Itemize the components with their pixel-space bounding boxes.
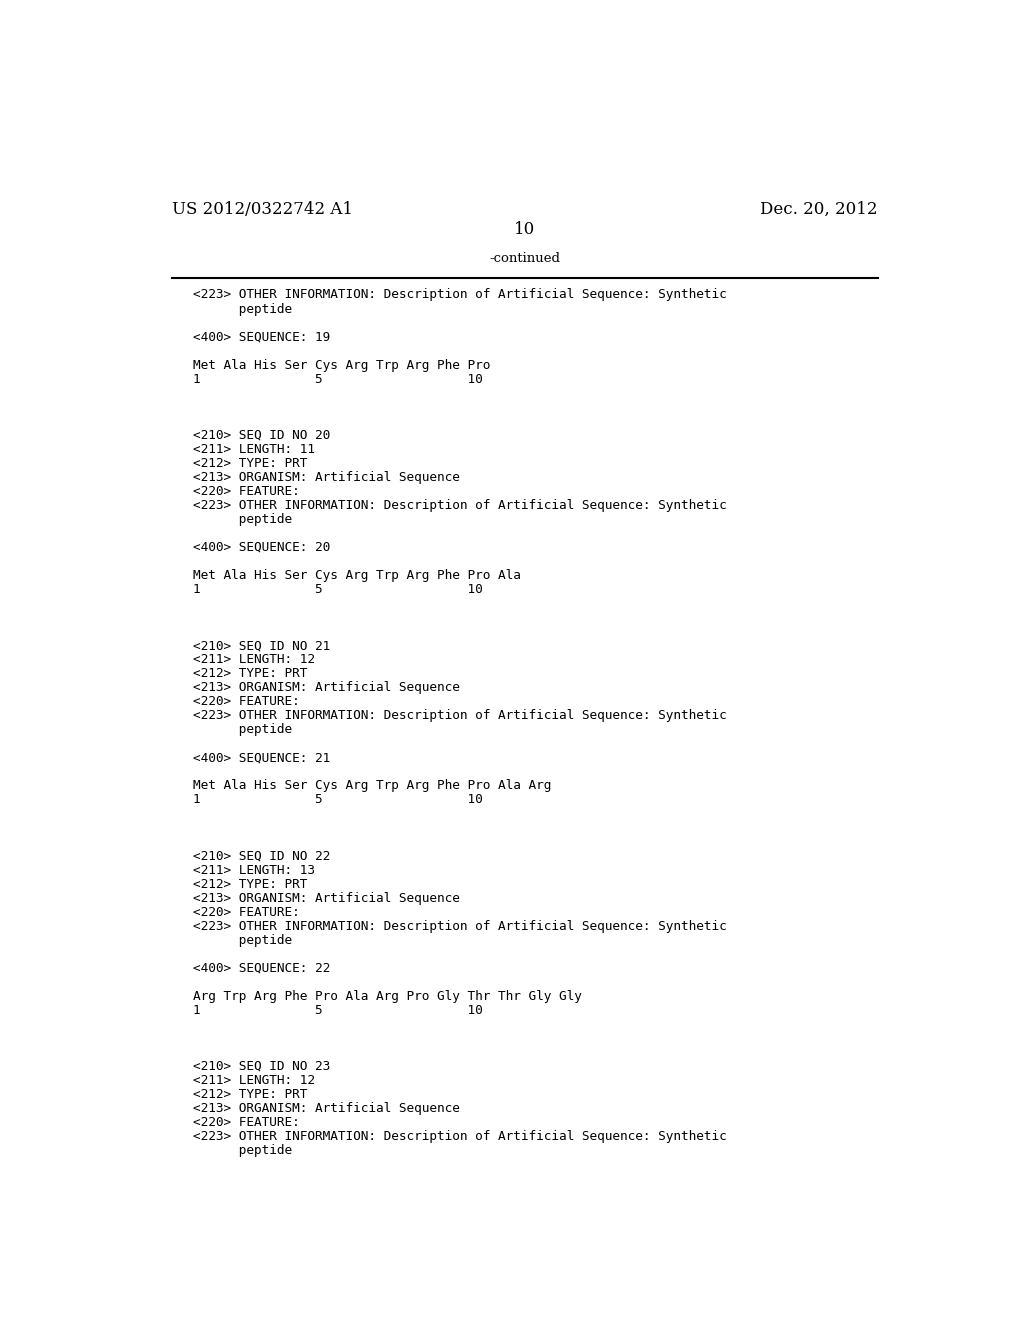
Text: <400> SEQUENCE: 21: <400> SEQUENCE: 21 (194, 751, 331, 764)
Text: <210> SEQ ID NO 21: <210> SEQ ID NO 21 (194, 639, 331, 652)
Text: Arg Trp Arg Phe Pro Ala Arg Pro Gly Thr Thr Gly Gly: Arg Trp Arg Phe Pro Ala Arg Pro Gly Thr … (194, 990, 582, 1003)
Text: <223> OTHER INFORMATION: Description of Artificial Sequence: Synthetic: <223> OTHER INFORMATION: Description of … (194, 499, 727, 512)
Text: <223> OTHER INFORMATION: Description of Artificial Sequence: Synthetic: <223> OTHER INFORMATION: Description of … (194, 709, 727, 722)
Text: <400> SEQUENCE: 19: <400> SEQUENCE: 19 (194, 330, 331, 343)
Text: 1               5                   10: 1 5 10 (194, 372, 483, 385)
Text: Met Ala His Ser Cys Arg Trp Arg Phe Pro: Met Ala His Ser Cys Arg Trp Arg Phe Pro (194, 359, 490, 372)
Text: <210> SEQ ID NO 20: <210> SEQ ID NO 20 (194, 429, 331, 442)
Text: peptide: peptide (194, 302, 292, 315)
Text: peptide: peptide (194, 513, 292, 525)
Text: <220> FEATURE:: <220> FEATURE: (194, 696, 300, 709)
Text: <220> FEATURE:: <220> FEATURE: (194, 906, 300, 919)
Text: 1               5                   10: 1 5 10 (194, 1003, 483, 1016)
Text: <211> LENGTH: 12: <211> LENGTH: 12 (194, 653, 315, 667)
Text: <220> FEATURE:: <220> FEATURE: (194, 484, 300, 498)
Text: Met Ala His Ser Cys Arg Trp Arg Phe Pro Ala: Met Ala His Ser Cys Arg Trp Arg Phe Pro … (194, 569, 521, 582)
Text: <212> TYPE: PRT: <212> TYPE: PRT (194, 878, 307, 891)
Text: <223> OTHER INFORMATION: Description of Artificial Sequence: Synthetic: <223> OTHER INFORMATION: Description of … (194, 1130, 727, 1143)
Text: <212> TYPE: PRT: <212> TYPE: PRT (194, 1088, 307, 1101)
Text: <213> ORGANISM: Artificial Sequence: <213> ORGANISM: Artificial Sequence (194, 681, 460, 694)
Text: <212> TYPE: PRT: <212> TYPE: PRT (194, 667, 307, 680)
Text: <212> TYPE: PRT: <212> TYPE: PRT (194, 457, 307, 470)
Text: <210> SEQ ID NO 23: <210> SEQ ID NO 23 (194, 1060, 331, 1073)
Text: <211> LENGTH: 13: <211> LENGTH: 13 (194, 863, 315, 876)
Text: peptide: peptide (194, 933, 292, 946)
Text: Met Ala His Ser Cys Arg Trp Arg Phe Pro Ala Arg: Met Ala His Ser Cys Arg Trp Arg Phe Pro … (194, 779, 552, 792)
Text: <223> OTHER INFORMATION: Description of Artificial Sequence: Synthetic: <223> OTHER INFORMATION: Description of … (194, 920, 727, 933)
Text: <400> SEQUENCE: 20: <400> SEQUENCE: 20 (194, 541, 331, 554)
Text: peptide: peptide (194, 1144, 292, 1158)
Text: <211> LENGTH: 11: <211> LENGTH: 11 (194, 442, 315, 455)
Text: <210> SEQ ID NO 22: <210> SEQ ID NO 22 (194, 850, 331, 862)
Text: 10: 10 (514, 222, 536, 239)
Text: <211> LENGTH: 12: <211> LENGTH: 12 (194, 1074, 315, 1086)
Text: <213> ORGANISM: Artificial Sequence: <213> ORGANISM: Artificial Sequence (194, 1102, 460, 1115)
Text: Dec. 20, 2012: Dec. 20, 2012 (761, 201, 878, 218)
Text: -continued: -continued (489, 252, 560, 265)
Text: <400> SEQUENCE: 22: <400> SEQUENCE: 22 (194, 962, 331, 974)
Text: 1               5                   10: 1 5 10 (194, 583, 483, 597)
Text: <213> ORGANISM: Artificial Sequence: <213> ORGANISM: Artificial Sequence (194, 471, 460, 484)
Text: <223> OTHER INFORMATION: Description of Artificial Sequence: Synthetic: <223> OTHER INFORMATION: Description of … (194, 289, 727, 301)
Text: US 2012/0322742 A1: US 2012/0322742 A1 (172, 201, 352, 218)
Text: 1               5                   10: 1 5 10 (194, 793, 483, 807)
Text: <213> ORGANISM: Artificial Sequence: <213> ORGANISM: Artificial Sequence (194, 891, 460, 904)
Text: peptide: peptide (194, 723, 292, 737)
Text: <220> FEATURE:: <220> FEATURE: (194, 1115, 300, 1129)
